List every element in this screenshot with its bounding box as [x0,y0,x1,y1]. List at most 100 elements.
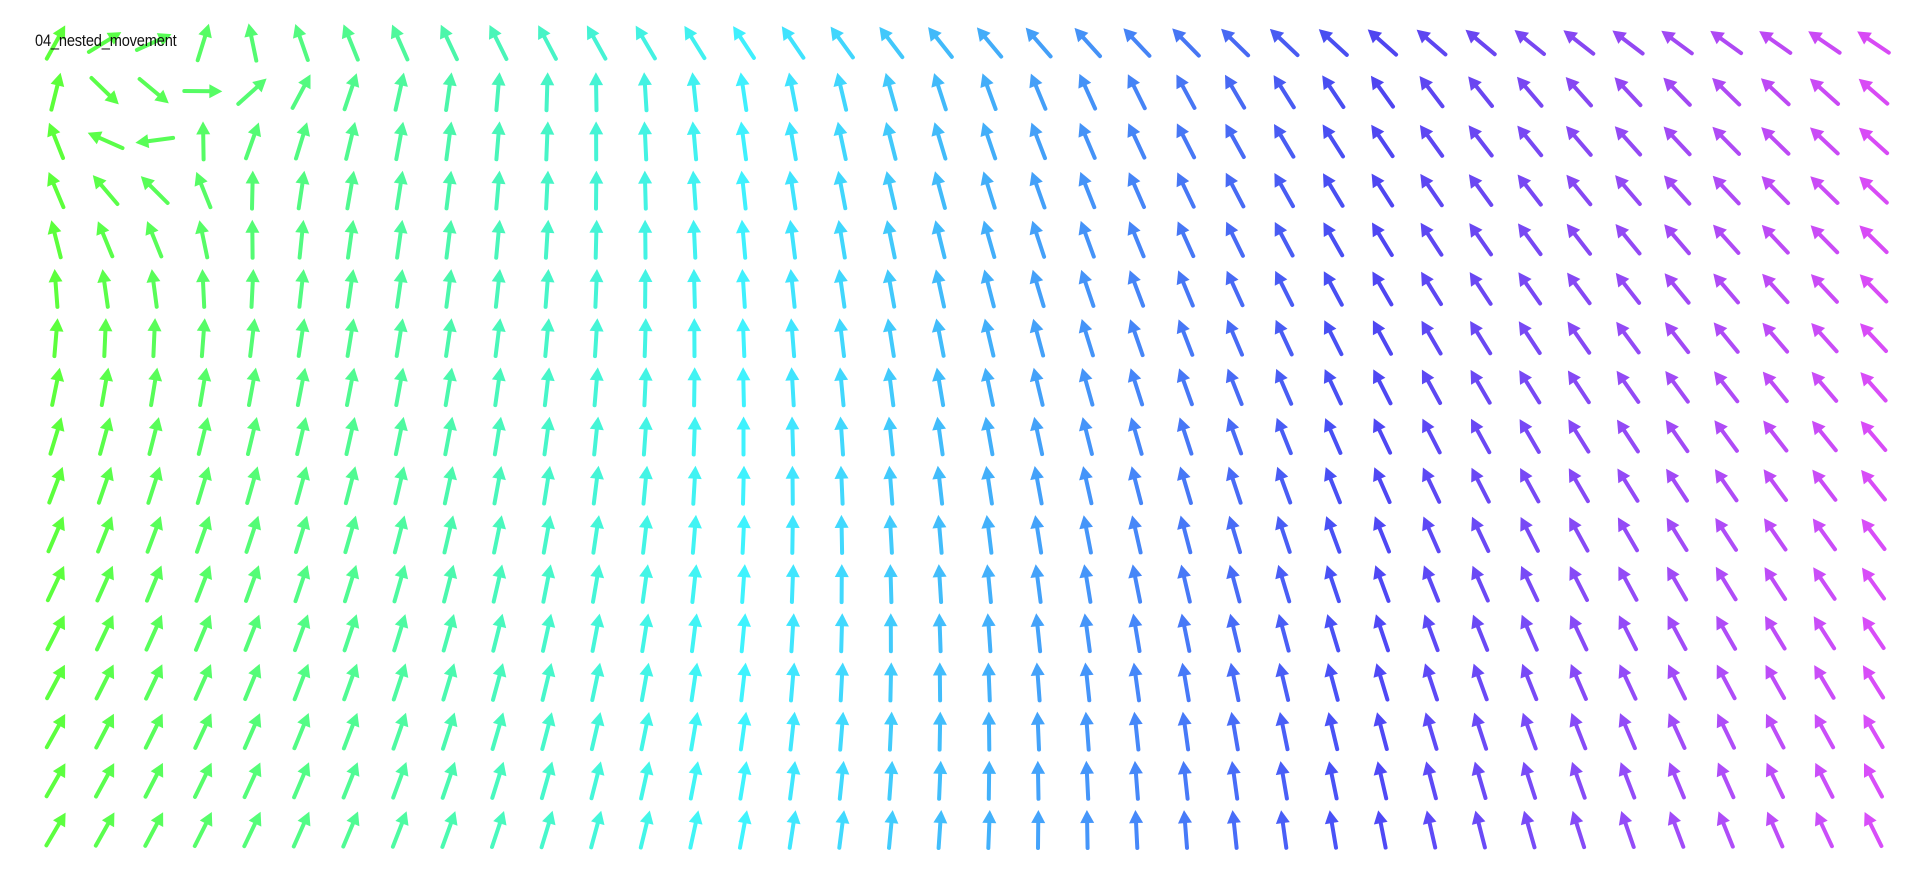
arrow-icon [1612,30,1645,56]
arrow-icon [737,613,751,654]
arrow-icon [1760,78,1791,107]
arrow-icon [835,662,849,703]
arrow-icon [1274,270,1295,307]
arrow-icon [1814,762,1835,799]
arrow-icon [931,171,947,210]
arrow-icon [245,219,260,260]
arrow-icon [442,564,458,604]
arrow-icon [1713,224,1741,255]
arrow-icon [1616,321,1641,355]
arrow-icon [45,664,65,701]
arrow-icon [688,613,703,654]
arrow-icon [834,416,849,457]
arrow-icon [1519,419,1541,454]
arrow-icon [638,268,653,309]
arrow-icon [687,170,701,211]
arrow-icon [982,810,997,850]
arrow-icon [295,170,310,211]
arrow-icon [442,269,457,309]
arrow-icon [1226,761,1241,801]
arrow-icon [1618,566,1639,602]
arrow-icon [1858,127,1890,156]
arrow-icon [47,220,63,260]
arrow-icon [1762,371,1789,404]
arrow-icon [1864,812,1884,848]
arrow-icon [1664,322,1691,355]
arrow-icon [48,269,63,309]
arrow-icon [442,170,457,211]
arrow-icon [688,662,703,703]
arrow-icon [834,465,849,506]
arrow-icon [1618,811,1636,849]
arrow-icon [1273,75,1296,110]
arrow-icon [928,27,954,59]
arrow-icon [44,763,66,799]
arrow-icon [541,465,555,506]
arrow-icon [688,810,703,850]
arrow-icon [1275,466,1293,505]
arrow-icon [1030,466,1044,506]
arrow-icon [245,466,261,505]
arrow-icon [931,122,948,161]
arrow-icon [145,516,163,554]
arrow-icon [638,367,653,408]
arrow-icon [1615,272,1642,305]
arrow-icon [1761,176,1791,206]
arrow-icon [1322,75,1346,109]
arrow-icon [1809,78,1840,106]
arrow-icon [931,318,946,358]
arrow-icon [1373,369,1393,406]
arrow-icon [1129,810,1144,850]
arrow-icon [1128,515,1143,555]
arrow-icon [688,564,702,604]
arrow-icon [341,811,360,849]
arrow-icon [1373,418,1393,455]
arrow-icon [835,711,850,752]
arrow-icon [1761,127,1791,156]
arrow-icon [1520,810,1537,850]
arrow-icon [44,25,66,61]
arrow-icon [686,121,701,162]
arrow-icon [391,762,409,800]
arrow-icon [1420,222,1444,257]
arrow-icon [1416,29,1448,57]
arrow-icon [1857,31,1891,55]
arrow-icon [1470,321,1493,356]
arrow-icon [145,221,164,259]
arrow-icon [638,465,653,506]
arrow-icon [1324,614,1341,653]
arrow-icon [1275,515,1292,554]
arrow-icon [1226,662,1241,703]
arrow-icon [344,318,359,358]
arrow-icon [1569,761,1587,800]
arrow-icon [1814,714,1836,750]
arrow-icon [292,762,311,800]
arrow-icon [1618,664,1638,701]
arrow-icon [1128,564,1143,604]
arrow-icon [1080,760,1094,801]
arrow-icon [1127,74,1147,111]
arrow-icon [1274,319,1294,357]
arrow-icon [1862,665,1886,700]
arrow-icon [342,614,360,653]
arrow-icon [246,417,261,456]
arrow-icon [1029,171,1047,210]
arrow-icon [639,712,654,752]
arrow-icon [46,516,65,554]
arrow-icon [1520,761,1538,800]
arrow-icon [1079,466,1094,506]
arrow-icon [1568,468,1590,504]
arrow-icon [236,78,267,106]
arrow-icon [786,810,801,850]
arrow-icon [1080,810,1095,850]
arrow-icon [834,318,848,358]
arrow-icon [1225,270,1245,308]
arrow-icon [1323,173,1345,208]
arrow-icon [294,122,310,161]
arrow-icon [341,762,360,800]
arrow-icon [639,761,654,801]
arrow-icon [589,416,604,457]
arrow-icon [295,417,310,456]
